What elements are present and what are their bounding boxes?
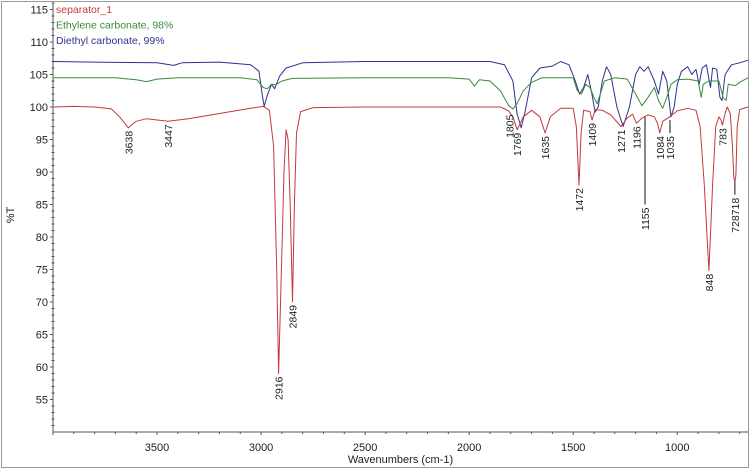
peak-label: 1084	[655, 136, 667, 160]
peak-label: 2916	[274, 376, 286, 400]
y-tick-label: 80	[36, 232, 48, 244]
y-tick-label: 90	[36, 167, 48, 179]
x-tick-label: 1000	[665, 442, 689, 454]
x-tick-label: 3500	[145, 442, 169, 454]
x-axis-label: Wavenumbers (cm-1)	[348, 454, 453, 466]
peak-label: 1409	[587, 123, 599, 147]
peak-label: 1196	[631, 126, 643, 149]
peak-label: 2849	[288, 305, 300, 329]
legend-entry: Diethyl carbonate, 99%	[56, 35, 165, 47]
series-line-2	[52, 59, 749, 129]
peak-label: 1635	[540, 136, 552, 160]
y-axis-label: %T	[5, 206, 17, 223]
y-tick-label: 55	[36, 395, 48, 407]
series-line-0	[52, 105, 749, 374]
y-tick-label: 110	[30, 37, 48, 49]
peak-label: 783	[717, 128, 729, 146]
legend-entry: Ethylene carbonate, 98%	[56, 20, 173, 32]
y-tick-label: 70	[36, 297, 48, 309]
peak-label: 1472	[574, 188, 586, 212]
x-tick-label: 1500	[561, 442, 585, 454]
x-tick-label: 3000	[249, 442, 273, 454]
y-tick-label: 75	[36, 265, 48, 277]
y-tick-label: 105	[30, 70, 48, 82]
peak-label: 1035	[665, 136, 677, 160]
legend-entry: separator_1	[56, 4, 112, 16]
peak-label: 1805	[505, 114, 517, 138]
y-tick-label: 85	[36, 200, 48, 212]
x-tick-label: 2500	[353, 442, 377, 454]
y-tick-label: 100	[30, 102, 48, 114]
y-tick-label: 95	[36, 135, 48, 147]
peak-label: 848	[704, 274, 716, 292]
x-tick-label: 2000	[457, 442, 481, 454]
peak-label: 1769	[512, 133, 524, 157]
peak-label: 1271	[616, 129, 628, 153]
peak-label: 3447	[163, 124, 175, 148]
y-tick-label: 115	[30, 5, 48, 17]
y-tick-label: 65	[36, 330, 48, 342]
peak-label: 1155	[640, 207, 652, 230]
series-line-1	[53, 77, 749, 110]
y-tick-label: 60	[36, 362, 48, 374]
peak-label: 728718	[730, 198, 742, 233]
peak-label: 3638	[123, 131, 135, 155]
